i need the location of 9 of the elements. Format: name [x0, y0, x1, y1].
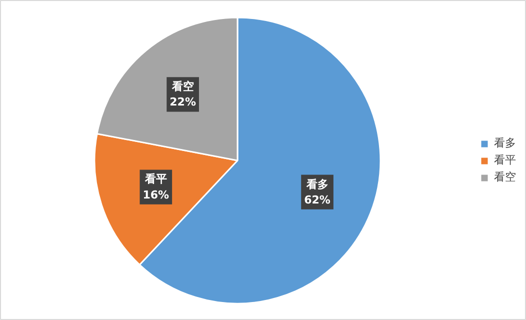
slice-label: 看空: [170, 80, 194, 94]
legend-label: 看平: [494, 152, 516, 168]
data-label: 62%: [304, 193, 330, 206]
data-label: 16%: [142, 188, 170, 202]
legend-label: 看空: [494, 170, 516, 184]
slice-label: 看平: [144, 172, 167, 186]
data-label: 22%: [170, 96, 196, 109]
legend-label: 看多: [494, 136, 516, 150]
slice-label: 看多: [305, 178, 328, 191]
